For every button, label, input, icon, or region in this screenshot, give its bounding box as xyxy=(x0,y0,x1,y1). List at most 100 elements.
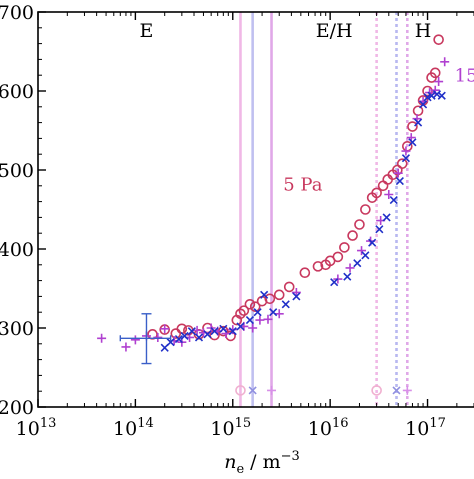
data-point-x xyxy=(395,176,404,186)
data-point-plus xyxy=(440,57,450,67)
data-point-plus xyxy=(121,342,131,352)
data-point-plus xyxy=(345,263,355,273)
series-annotation: 5 Pa xyxy=(283,175,322,196)
errorbar-layer xyxy=(119,313,172,365)
data-point-x xyxy=(269,308,278,317)
series-annotation: 15 Pa xyxy=(455,66,474,87)
data-point-circle xyxy=(396,158,408,169)
data-point-circle xyxy=(347,230,358,241)
data-point-plus xyxy=(274,309,284,319)
data-point-x xyxy=(343,272,352,281)
data-point-circle xyxy=(354,219,365,230)
x-axis-label: ne / m−3 xyxy=(224,449,300,474)
data-point-x xyxy=(389,195,398,205)
data-point-x xyxy=(408,138,417,147)
data-point-x xyxy=(414,118,423,127)
data-point-circle xyxy=(339,242,350,253)
data-point-circle xyxy=(249,301,261,312)
data-point-x xyxy=(353,259,362,268)
data-point-x xyxy=(260,290,269,299)
data-point-plus xyxy=(130,335,140,345)
axes-layer xyxy=(37,11,474,408)
data-point-x xyxy=(228,327,237,336)
data-point-circle xyxy=(360,204,371,215)
data-point-x xyxy=(419,100,428,109)
data-point-plus xyxy=(160,324,170,334)
data-point-x xyxy=(401,154,411,163)
transition-lines-layer xyxy=(239,12,409,407)
data-point-x xyxy=(219,324,228,333)
transition-markers-layer xyxy=(235,385,412,396)
region-label: E/H xyxy=(316,20,353,42)
y-tick-label: 500 xyxy=(0,160,34,182)
y-tick-label: 700 xyxy=(0,2,34,24)
data-point-circle xyxy=(433,34,444,45)
data-point-x xyxy=(361,251,370,260)
data-point-plus xyxy=(263,314,273,324)
region-label: H xyxy=(415,20,432,42)
y-tick-label: 300 xyxy=(0,318,34,340)
data-point-circle xyxy=(235,308,246,320)
data-point-plus xyxy=(393,168,403,178)
data-point-x xyxy=(187,327,196,336)
data-point-plus xyxy=(384,189,394,199)
data-point-x xyxy=(203,330,212,339)
region-label: E xyxy=(140,20,154,42)
data-point-plus xyxy=(228,325,238,335)
x-axis-title: ne / m−3 xyxy=(224,449,300,477)
data-point-plus xyxy=(248,323,258,333)
data-point-x xyxy=(292,292,301,301)
data-point-plus xyxy=(192,325,202,335)
data-point-x xyxy=(245,316,254,325)
x-tick-label: 1015 xyxy=(210,416,251,440)
transition-marker-x xyxy=(392,386,401,395)
data-point-x xyxy=(166,338,175,347)
region-labels-layer: E E/H H xyxy=(140,20,432,42)
plot-frame xyxy=(37,11,474,408)
data-point-plus xyxy=(255,315,265,325)
data-point-circle xyxy=(412,105,424,117)
data-point-x xyxy=(437,91,446,100)
data-points-layer xyxy=(97,34,450,352)
data-point-x xyxy=(174,334,184,344)
y-tick-label: 400 xyxy=(0,239,34,261)
data-point-circle xyxy=(238,305,250,316)
data-point-circle xyxy=(377,180,389,192)
transition-marker-circle xyxy=(371,385,382,396)
data-point-circle xyxy=(312,261,324,272)
data-point-x xyxy=(253,308,262,317)
data-point-circle xyxy=(429,67,441,79)
data-point-x xyxy=(281,300,290,309)
tick-labels-layer: 200 300 400 500 600 700 1013 1014 1015 1016 1017 xyxy=(0,2,446,440)
data-point-x xyxy=(368,238,377,247)
data-point-x xyxy=(194,333,204,342)
transition-marker-x xyxy=(248,386,257,395)
data-point-circle xyxy=(332,251,344,263)
x-tick-label: 1016 xyxy=(308,416,349,440)
data-point-x xyxy=(210,327,219,336)
data-point-circle xyxy=(407,121,418,132)
data-point-circle xyxy=(283,281,295,293)
data-point-x xyxy=(432,90,442,99)
data-point-x xyxy=(180,331,189,340)
x-tick-label: 1014 xyxy=(113,416,154,440)
data-point-circle xyxy=(264,293,276,305)
y-tick-label: 600 xyxy=(0,81,34,103)
x-tick-label: 1017 xyxy=(405,416,446,440)
data-point-circle xyxy=(371,187,382,199)
data-point-plus xyxy=(434,77,444,87)
data-point-plus xyxy=(357,246,367,256)
data-point-plus xyxy=(401,146,411,156)
data-point-plus xyxy=(97,333,107,343)
transition-marker-plus xyxy=(402,385,412,395)
transition-marker-circle xyxy=(235,385,246,396)
transition-marker-plus xyxy=(267,385,277,395)
data-point-x xyxy=(375,225,384,234)
y-tick-label: 200 xyxy=(0,397,34,419)
data-point-circle xyxy=(244,298,256,310)
data-point-circle xyxy=(273,289,285,301)
annotations-layer: 5 Pa 15 Pa xyxy=(283,66,474,196)
x-tick-label: 1013 xyxy=(16,416,57,440)
